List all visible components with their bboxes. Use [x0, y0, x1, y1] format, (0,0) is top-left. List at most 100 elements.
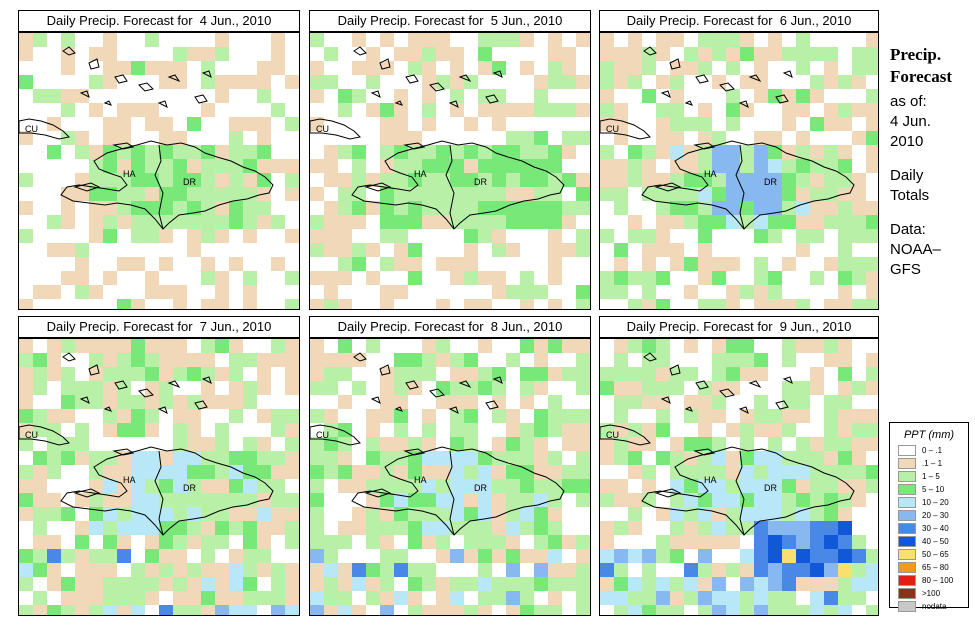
precip-cell [103, 61, 117, 75]
precip-cell [131, 353, 145, 367]
precip-cell [19, 367, 33, 381]
precip-cell [408, 591, 422, 605]
precip-cell [145, 521, 159, 535]
precip-cell [506, 507, 520, 521]
precip-cell [534, 353, 548, 367]
precip-cell [61, 437, 75, 451]
precip-cell [754, 507, 768, 521]
precip-cell [75, 591, 89, 605]
precip-cell [243, 535, 257, 549]
precip-cell [47, 285, 61, 299]
precip-cell [684, 61, 698, 75]
precip-cell [89, 591, 103, 605]
precip-cell [600, 187, 614, 201]
precip-cell [89, 353, 103, 367]
precip-cell [562, 243, 576, 257]
precip-cell [75, 437, 89, 451]
precip-cell [229, 591, 243, 605]
precip-cell [450, 103, 464, 117]
precip-cell [75, 521, 89, 535]
hispaniola-coastline [641, 140, 855, 230]
precip-cell [159, 159, 173, 173]
precip-cell [450, 409, 464, 423]
precip-cell [478, 89, 492, 103]
legend-swatch [898, 575, 916, 586]
precip-cell [173, 605, 187, 615]
precip-cell [754, 61, 768, 75]
precip-cell [810, 117, 824, 131]
precip-cell [366, 563, 380, 577]
precip-cell [520, 159, 534, 173]
precip-cell [338, 103, 352, 117]
precip-cell [201, 493, 215, 507]
precip-cell [271, 493, 285, 507]
precip-cell [712, 451, 726, 465]
precip-cell [257, 117, 271, 131]
precip-cell [394, 395, 408, 409]
gonave-coastline [73, 182, 101, 192]
bahamas-coastline [669, 364, 681, 376]
precip-cell [754, 285, 768, 299]
precip-cell [754, 493, 768, 507]
bahamas-coastline [643, 352, 657, 362]
precip-cell [352, 257, 366, 271]
precip-cell [642, 61, 656, 75]
precip-cell [145, 563, 159, 577]
precip-cell [89, 493, 103, 507]
precip-cell [408, 187, 422, 201]
precip-cell [562, 367, 576, 381]
precip-cell [173, 339, 187, 353]
precip-cell [492, 229, 506, 243]
precip-cell [75, 173, 89, 187]
gonave-coastline [364, 182, 392, 192]
precip-cell [436, 257, 450, 271]
precip-cell [159, 339, 173, 353]
precip-cell [642, 89, 656, 103]
precip-cell [726, 563, 740, 577]
precip-cell [712, 187, 726, 201]
cuba-coastline [19, 118, 71, 140]
precip-cell [61, 367, 75, 381]
precip-cell [492, 103, 506, 117]
precip-cell [229, 117, 243, 131]
precip-cell [852, 381, 866, 395]
bahamas-coastline [79, 396, 90, 404]
cuba-coastline [310, 424, 362, 446]
legend-label: .1 – 1 [922, 459, 943, 468]
precip-cell [866, 479, 878, 493]
precip-cell [670, 549, 684, 563]
precip-cell [548, 257, 562, 271]
precip-cell [548, 201, 562, 215]
precip-cell [187, 353, 201, 367]
precip-cell [187, 423, 201, 437]
precip-cell [145, 145, 159, 159]
precip-cell [338, 201, 352, 215]
precip-cell [782, 353, 796, 367]
precip-cell [33, 563, 47, 577]
precip-cell [61, 381, 75, 395]
precip-cell [698, 47, 712, 61]
precip-cell [257, 409, 271, 423]
sidebar-heading-2: Forecast [890, 67, 952, 86]
precip-cell [642, 243, 656, 257]
precip-cell [478, 173, 492, 187]
precip-cell [422, 577, 436, 591]
precip-cell [394, 103, 408, 117]
precip-cell [408, 577, 422, 591]
precip-cell [436, 353, 450, 367]
precip-cell [656, 353, 670, 367]
precip-cell [768, 479, 782, 493]
precip-cell [810, 549, 824, 563]
haiti-dr-border [445, 144, 455, 230]
precip-cell [380, 479, 394, 493]
precip-cell [257, 145, 271, 159]
precip-cell [338, 271, 352, 285]
precip-cell [187, 215, 201, 229]
precip-cell [852, 423, 866, 437]
precip-cell [201, 367, 215, 381]
precip-cell [768, 423, 782, 437]
precip-cell [562, 479, 576, 493]
precip-cell [243, 285, 257, 299]
precip-cell [47, 535, 61, 549]
precip-cell [201, 75, 215, 89]
